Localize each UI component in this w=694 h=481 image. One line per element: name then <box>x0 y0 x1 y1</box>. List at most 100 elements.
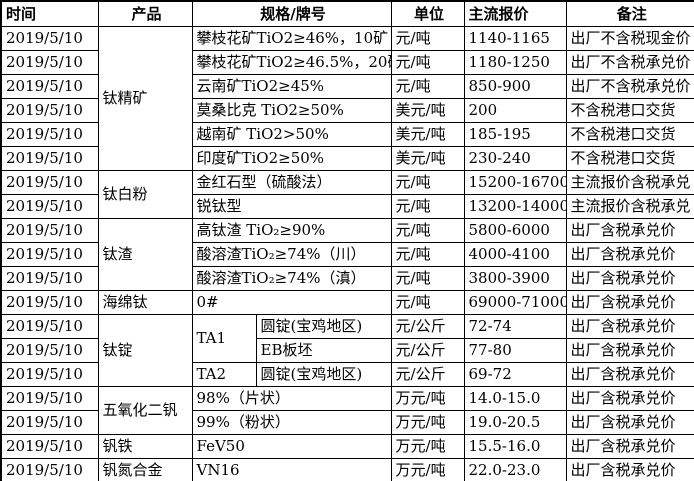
table-row: 2019/5/10 钛锭 TA1 圆锭(宝鸡地区) 元/公斤 72-74 出厂含… <box>0 313 694 387</box>
cell-unit: 元/公斤 <box>390 313 465 339</box>
cell-date: 2019/5/10 <box>0 385 99 411</box>
cell-date: 2019/5/10 <box>0 457 99 481</box>
cell-note: 出厂含税承兑价 <box>565 457 694 481</box>
cell-unit: 万元/吨 <box>390 385 465 411</box>
cell-unit: 元/公斤 <box>390 337 465 363</box>
cell-product: 钛锭 <box>97 313 193 387</box>
cell-price: 72-74 <box>463 313 567 339</box>
cell-note: 出厂含税承兑价 <box>565 409 694 435</box>
cell-product: 钒氮合金 <box>97 457 193 481</box>
cell-price: 200 <box>463 97 567 123</box>
cell-note: 不含税港口交货 <box>565 145 694 171</box>
cell-date: 2019/5/10 <box>0 49 99 75</box>
cell-note: 出厂含税承兑价 <box>565 241 694 267</box>
table-row: 2019/5/10 EB板坯 元/公斤 77-80 出厂含税承兑价 <box>0 337 694 363</box>
cell-price: 850-900 <box>463 73 567 99</box>
cell-note: 出厂含税承兑价 <box>565 385 694 411</box>
cell-spec: 酸溶渣TiO₂≥74%（川） <box>191 241 392 267</box>
cell-note: 出厂含税承兑价 <box>565 313 694 339</box>
cell-date: 2019/5/10 <box>0 433 99 459</box>
table-row: 2019/5/10 钒氮合金 VN16 万元/吨 22.0-23.0 出厂含税承… <box>0 457 694 481</box>
cell-note: 出厂含税承兑价 <box>565 289 694 315</box>
cell-spec: 云南矿TiO2≥45% <box>191 73 392 99</box>
cell-unit: 美元/吨 <box>390 97 465 123</box>
cell-date: 2019/5/10 <box>0 169 99 195</box>
cell-note: 出厂含税承兑价 <box>565 361 694 387</box>
table-row: 2019/5/10 酸溶渣TiO₂≥74%（川） 元/吨 4000-4100 出… <box>0 241 694 267</box>
cell-price: 1180-1250 <box>463 49 567 75</box>
cell-price: 14.0-15.0 <box>463 385 567 411</box>
cell-date: 2019/5/10 <box>0 241 99 267</box>
cell-spec: 98%（片状） <box>191 385 392 411</box>
cell-spec: FeV50 <box>191 433 392 459</box>
cell-spec-shape: 圆锭(宝鸡地区) <box>255 313 392 339</box>
cell-spec: 攀枝花矿TiO2≥46%，10矿 <box>191 25 392 51</box>
table-row: 2019/5/10 五氧化二钒 98%（片状） 万元/吨 14.0-15.0 出… <box>0 385 694 435</box>
cell-date: 2019/5/10 <box>0 337 99 363</box>
cell-spec: 高钛渣 TiO₂≥90% <box>191 217 392 243</box>
cell-unit: 元/吨 <box>390 25 465 51</box>
table-row: 2019/5/10 云南矿TiO2≥45% 元/吨 850-900 出厂不含税承… <box>0 73 694 99</box>
cell-unit: 元/吨 <box>390 241 465 267</box>
table-row: 2019/5/10 越南矿 TiO2>50% 美元/吨 185-195 不含税港… <box>0 121 694 147</box>
table-row: 2019/5/10 钛精矿 攀枝花矿TiO2≥46%，10矿 元/吨 1140-… <box>0 25 694 171</box>
cell-product: 海绵钛 <box>97 289 193 315</box>
cell-date: 2019/5/10 <box>0 121 99 147</box>
cell-price: 3800-3900 <box>463 265 567 291</box>
cell-note: 出厂不含税承兑价 <box>565 73 694 99</box>
cell-unit: 元/吨 <box>390 217 465 243</box>
cell-note: 主流报价含税承兑 <box>565 169 694 195</box>
cell-unit: 元/吨 <box>390 193 465 219</box>
cell-date: 2019/5/10 <box>0 73 99 99</box>
cell-unit: 元/吨 <box>390 265 465 291</box>
cell-price: 5800-6000 <box>463 217 567 243</box>
cell-date: 2019/5/10 <box>0 313 99 339</box>
cell-date: 2019/5/10 <box>0 193 99 219</box>
cell-product: 五氧化二钒 <box>97 385 193 435</box>
cell-price: 230-240 <box>463 145 567 171</box>
cell-price: 15.5-16.0 <box>463 433 567 459</box>
cell-spec: 99%（粉状） <box>191 409 392 435</box>
cell-note: 出厂含税承兑价 <box>565 433 694 459</box>
table-row: 2019/5/10 海绵钛 0# 元/吨 69000-71000 出厂含税承兑价 <box>0 289 694 315</box>
cell-spec-grade: TA1 <box>191 313 257 363</box>
cell-spec-shape: 圆锭(宝鸡地区) <box>255 361 392 387</box>
cell-unit: 元/吨 <box>390 169 465 195</box>
cell-unit: 万元/吨 <box>390 433 465 459</box>
cell-price: 19.0-20.5 <box>463 409 567 435</box>
cell-date: 2019/5/10 <box>0 361 99 387</box>
cell-spec: VN16 <box>191 457 392 481</box>
col-header-price: 主流报价 <box>463 0 567 27</box>
cell-spec: 越南矿 TiO2>50% <box>191 121 392 147</box>
cell-price: 185-195 <box>463 121 567 147</box>
cell-unit: 美元/吨 <box>390 121 465 147</box>
table-row: 2019/5/10 钛白粉 金红石型（硫酸法） 元/吨 15200-16700 … <box>0 169 694 219</box>
table-row: 2019/5/10 钒铁 FeV50 万元/吨 15.5-16.0 出厂含税承兑… <box>0 433 694 459</box>
cell-date: 2019/5/10 <box>0 145 99 171</box>
cell-note: 出厂不含税承兑价 <box>565 49 694 75</box>
cell-price: 77-80 <box>463 337 567 363</box>
cell-unit: 万元/吨 <box>390 409 465 435</box>
cell-date: 2019/5/10 <box>0 265 99 291</box>
cell-price: 15200-16700 <box>463 169 567 195</box>
cell-spec: 莫桑比克 TiO2≥50% <box>191 97 392 123</box>
cell-price: 69-72 <box>463 361 567 387</box>
cell-product: 钛白粉 <box>97 169 193 219</box>
cell-date: 2019/5/10 <box>0 97 99 123</box>
cell-note: 不含税港口交货 <box>565 97 694 123</box>
header-row: 时间 产品 规格/牌号 单位 主流报价 备注 <box>0 0 694 27</box>
cell-unit: 元/公斤 <box>390 361 465 387</box>
cell-spec: 金红石型（硫酸法） <box>191 169 392 195</box>
col-header-unit: 单位 <box>390 0 465 27</box>
col-header-note: 备注 <box>565 0 694 27</box>
col-header-spec: 规格/牌号 <box>191 0 392 27</box>
cell-unit: 元/吨 <box>390 73 465 99</box>
cell-unit: 万元/吨 <box>390 457 465 481</box>
cell-price: 4000-4100 <box>463 241 567 267</box>
cell-note: 出厂含税承兑价 <box>565 217 694 243</box>
cell-spec: 0# <box>191 289 392 315</box>
cell-date: 2019/5/10 <box>0 217 99 243</box>
col-header-time: 时间 <box>0 0 99 27</box>
